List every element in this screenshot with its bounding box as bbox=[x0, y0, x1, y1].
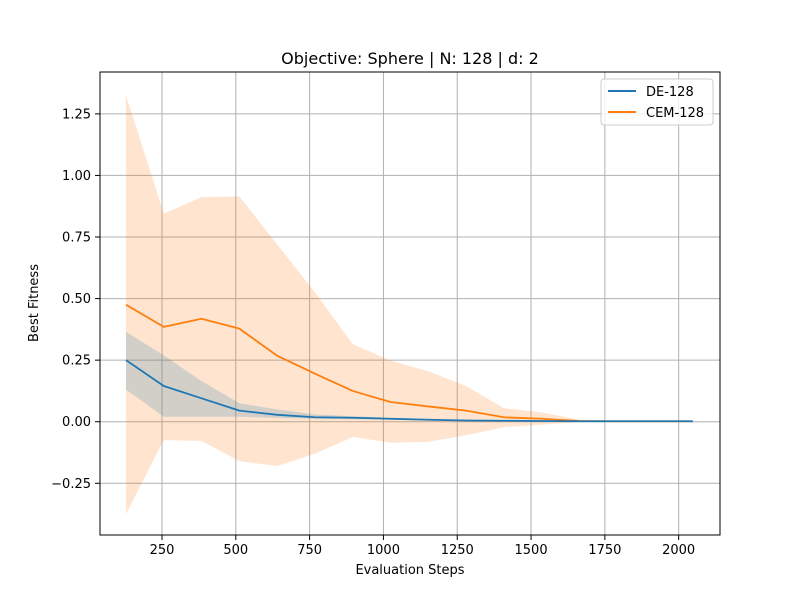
x-axis-ticks: 250 500 750 1000 1250 1500 1750 2000 bbox=[150, 535, 695, 558]
x-tick-label: 2000 bbox=[662, 543, 695, 558]
legend-label-de-128: DE-128 bbox=[646, 85, 694, 100]
x-tick-label: 500 bbox=[223, 543, 248, 558]
y-tick-label: −0.25 bbox=[51, 477, 91, 492]
legend: DE-128 CEM-128 bbox=[600, 78, 714, 126]
x-tick-label: 1500 bbox=[515, 543, 548, 558]
band-de-128 bbox=[125, 331, 693, 422]
x-axis-title: Evaluation Steps bbox=[355, 563, 464, 578]
y-axis-title: Best Fitness bbox=[27, 264, 42, 342]
band-cem-128 bbox=[125, 95, 693, 515]
line-de-128 bbox=[125, 359, 693, 423]
series-lines bbox=[125, 303, 693, 423]
y-tick-label: 0.00 bbox=[62, 415, 91, 430]
confidence-bands bbox=[125, 95, 693, 515]
y-tick-label: 1.00 bbox=[62, 169, 91, 184]
legend-label-cem-128: CEM-128 bbox=[646, 106, 704, 121]
x-tick-label: 250 bbox=[150, 543, 175, 558]
y-tick-label: 0.25 bbox=[62, 354, 91, 369]
chart-title: Objective: Sphere | N: 128 | d: 2 bbox=[281, 49, 539, 68]
y-tick-label: 0.75 bbox=[62, 231, 91, 246]
x-tick-label: 1250 bbox=[441, 543, 474, 558]
plot-frame bbox=[99, 71, 721, 536]
x-tick-label: 750 bbox=[297, 543, 322, 558]
y-tick-label: 1.25 bbox=[62, 107, 91, 122]
x-tick-label: 1000 bbox=[367, 543, 400, 558]
x-tick-label: 1750 bbox=[588, 543, 621, 558]
y-axis-ticks: −0.25 0.00 0.25 0.50 0.75 1.00 1.25 bbox=[51, 107, 100, 492]
y-tick-label: 0.50 bbox=[62, 292, 91, 307]
